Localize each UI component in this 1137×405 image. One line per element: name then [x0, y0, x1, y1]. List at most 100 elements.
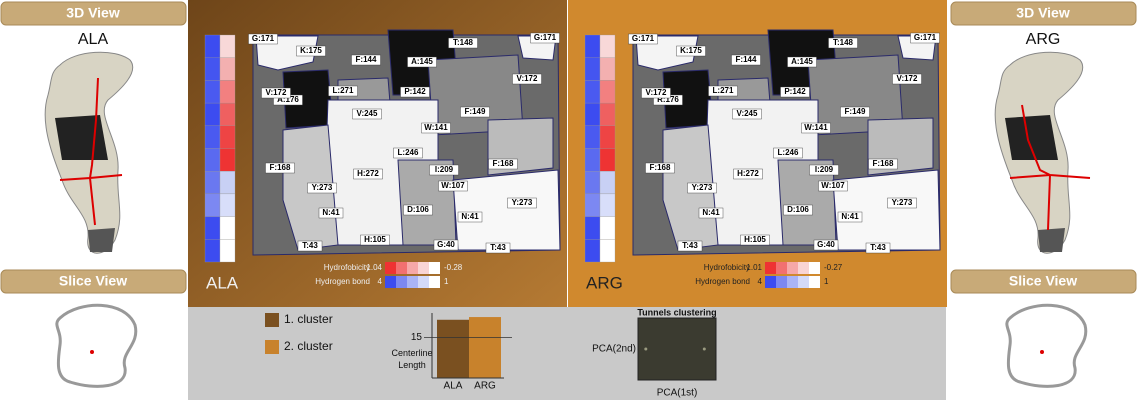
hbond-cell	[204, 148, 221, 172]
residue-box	[307, 182, 337, 194]
hydro-cell	[219, 125, 236, 149]
residue-box	[677, 240, 703, 252]
residue-box	[645, 162, 675, 174]
y-axis-title: PCA(2nd)	[592, 344, 636, 355]
residue-box	[328, 85, 358, 97]
residue-label: D:106	[407, 205, 429, 214]
residue-label: A:145	[791, 57, 813, 66]
residue-box	[628, 33, 658, 45]
point	[702, 347, 706, 351]
slice-header: Slice View	[59, 273, 127, 289]
residue-label: W:107	[441, 181, 465, 190]
residue-label: G:171	[534, 33, 557, 42]
legend-min: 1	[824, 277, 829, 286]
hydro-cell	[219, 193, 236, 217]
legend-max: 4	[378, 277, 383, 286]
legend-label: Hydrogen bond	[315, 277, 370, 286]
slice-center	[1040, 350, 1044, 354]
residue-box	[887, 197, 917, 209]
residue-label: I:209	[435, 165, 454, 174]
residue-label: T:148	[833, 38, 854, 47]
slice-header-button[interactable]	[950, 269, 1137, 294]
residue-box	[787, 56, 817, 68]
residue-box	[485, 242, 511, 254]
residue-box	[448, 37, 478, 49]
hbond-cell	[204, 239, 221, 263]
residue-label: F:149	[465, 107, 486, 116]
residue-label: N:41	[322, 208, 340, 217]
residue-box	[868, 158, 898, 170]
residue-label: K:175	[680, 46, 702, 55]
legend-label: Hydrofobicity	[324, 263, 370, 272]
hbond-cell	[584, 102, 601, 126]
surface-dark	[1005, 115, 1058, 160]
side-panel: 3D View ARG Slice View	[950, 1, 1137, 388]
bar	[469, 317, 501, 378]
map-region	[635, 35, 699, 71]
residue-label: F:149	[845, 107, 866, 116]
bar	[437, 319, 469, 378]
legend-cell	[407, 276, 418, 288]
residue-label: V:172	[646, 88, 667, 97]
cluster-swatch	[265, 313, 279, 327]
bottom-charts: 1. cluster 2. cluster ALA ARG 15 Centerline Le…	[265, 307, 717, 399]
hydro-cell	[599, 57, 616, 81]
legend-cell	[765, 262, 776, 274]
view-header-button[interactable]	[0, 1, 187, 26]
legend-cell	[776, 276, 787, 288]
residue-box	[698, 207, 724, 219]
residue-box	[780, 86, 810, 98]
hydro-cell	[599, 80, 616, 104]
hydro-cell	[219, 216, 236, 240]
structure-label: ALA	[78, 31, 109, 48]
cluster-label: 1. cluster	[284, 312, 333, 326]
residue-label: K:175	[300, 46, 322, 55]
hydro-cell	[219, 239, 236, 263]
residue-box	[400, 86, 430, 98]
residue-box	[507, 197, 537, 209]
maps: G:171K:175A:145T:148G:171F:144V:172A:176…	[188, 0, 947, 307]
residue-label: F:168	[650, 163, 671, 172]
residue-box	[457, 211, 483, 223]
hydro-cell	[219, 34, 236, 58]
x-tick-label: ARG	[474, 381, 496, 392]
legend-cell	[809, 262, 820, 274]
slice-outline	[1005, 303, 1088, 388]
legend-cell	[809, 276, 820, 288]
residue-box	[433, 239, 459, 251]
residue-label: V:172	[897, 74, 918, 83]
map-name: ALA	[206, 273, 239, 292]
legend-cell	[396, 262, 407, 274]
residue-box	[687, 182, 717, 194]
legend-cell	[418, 262, 429, 274]
side-panel: 3D View ALA Slice View	[0, 1, 187, 388]
residue-box	[865, 242, 891, 254]
chart-title: Tunnels clustering	[637, 307, 716, 317]
y-axis-title: Centerline Length	[391, 348, 432, 370]
residue-label: Y:273	[512, 198, 533, 207]
hydro-cell	[599, 34, 616, 58]
residue-box	[840, 106, 870, 118]
residue-box	[708, 85, 738, 97]
slice-outline	[55, 303, 138, 388]
hydro-cell	[599, 125, 616, 149]
residue-box	[892, 73, 922, 85]
view-header-button[interactable]	[950, 1, 1137, 26]
residue-box	[488, 158, 518, 170]
hbond-cell	[584, 216, 601, 240]
hbond-cell	[584, 193, 601, 217]
x-axis-title: PCA(1st)	[657, 388, 698, 399]
residue-label: G:40	[817, 240, 835, 249]
residue-box	[813, 239, 839, 251]
legend-max: 1.01	[746, 263, 762, 272]
residue-label: W:141	[424, 123, 448, 132]
point	[644, 347, 648, 351]
side-panels: 3D View ALA Slice View 3D View ARG Slice View	[0, 1, 1137, 388]
residue-box	[248, 33, 278, 45]
residue-label: V:245	[737, 109, 758, 118]
residue-box	[353, 168, 383, 180]
residue-box	[265, 162, 295, 174]
residue-label: Y:273	[312, 183, 333, 192]
slice-header-button[interactable]	[0, 269, 187, 294]
